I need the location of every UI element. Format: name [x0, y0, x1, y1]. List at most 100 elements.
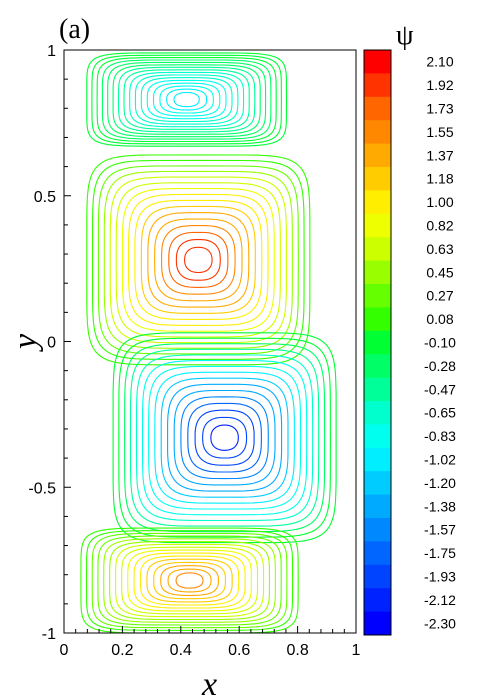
contour-line [118, 337, 331, 538]
contour-line [161, 225, 236, 295]
colorbar-label: -0.10 [424, 335, 456, 351]
colorbar-label: -1.20 [424, 475, 456, 491]
colorbar-swatch [364, 143, 391, 168]
colorbar-label: 1.55 [426, 124, 453, 140]
colorbar-swatch [364, 541, 391, 566]
contour-line [180, 396, 269, 480]
colorbar-frame [363, 49, 392, 636]
colorbar-swatch [364, 564, 391, 589]
contour-line [91, 159, 305, 360]
colorbar-label: 0.27 [426, 288, 453, 304]
contour-line [123, 69, 250, 130]
contour-line [107, 61, 267, 138]
contour-line [101, 59, 272, 140]
contour-line [175, 238, 221, 281]
contour-line [115, 543, 265, 618]
contour-line [167, 568, 212, 593]
x-tick-label: 1 [352, 642, 361, 659]
contour-line [128, 193, 269, 326]
colorbar-swatch [364, 401, 391, 425]
y-tick-label: 0 [47, 335, 56, 352]
colorbar-swatch [364, 588, 391, 613]
contour-line [109, 176, 287, 344]
colorbar: 2.10 1.92 1.73 1.55 1.37 1.18 1.00 0.82 0.63 0.45… [363, 49, 456, 636]
colorbar-label: 2.10 [426, 54, 453, 70]
contour-line [154, 218, 243, 302]
colorbar-swatch [364, 213, 391, 238]
colorbar-label: -1.02 [424, 452, 456, 468]
contour-line [194, 409, 255, 466]
contour-line [80, 527, 299, 634]
colorbar-label: 1.92 [426, 77, 453, 93]
contour-line [175, 572, 204, 589]
colorbar-label: 1.37 [426, 147, 453, 163]
colorbar-label: 1.00 [426, 194, 453, 210]
contour-line [124, 343, 326, 533]
x-tick-label: 0.8 [286, 642, 308, 659]
colorbar-swatch [364, 284, 391, 308]
colorbar-swatch [364, 447, 391, 472]
colorbar-label: -0.28 [424, 358, 456, 374]
colorbar-label: 0.08 [426, 311, 453, 327]
contour-line [96, 57, 277, 143]
colorbar-swatch [364, 471, 391, 496]
contour-line [141, 360, 308, 516]
x-axis-ticks: 0 0.2 0.4 0.6 0.8 1 [60, 626, 361, 659]
contour-line [91, 54, 282, 145]
x-tick-label: 0.2 [111, 642, 133, 659]
contour-line [154, 371, 295, 504]
colorbar-swatch [364, 167, 391, 191]
y-axis-ticks: -1 -0.5 0 0.5 1 [28, 43, 71, 643]
contour-line [173, 389, 276, 486]
contour-line [184, 246, 213, 274]
contour-line [166, 88, 208, 111]
contour-line [146, 558, 233, 603]
colorbar-swatch [364, 377, 391, 402]
contour-line [112, 64, 261, 135]
contour-line [97, 535, 282, 626]
colorbar-swatch [364, 494, 391, 519]
contour-line [117, 66, 256, 133]
panel-label: (a) [59, 14, 90, 45]
y-axis-title: y [7, 333, 44, 352]
colorbar-swatch [364, 518, 391, 542]
contour-line [139, 555, 240, 606]
contour-line [86, 52, 288, 147]
contour-line [133, 552, 246, 609]
contour-line [140, 205, 256, 314]
contour-line [112, 332, 337, 544]
x-tick-label: 0 [60, 642, 69, 659]
colorbar-swatch [364, 73, 391, 98]
contour-line [91, 532, 288, 629]
contour-line [160, 377, 289, 498]
colorbar-label: -1.75 [424, 545, 456, 561]
colorbar-label: -1.93 [424, 569, 456, 585]
contour-line [147, 212, 250, 308]
colorbar-swatch [364, 120, 391, 145]
colorbar-label: -1.38 [424, 498, 456, 514]
contour-line [148, 365, 302, 510]
colorbar-label: 0.63 [426, 241, 453, 257]
contour-line [153, 561, 226, 600]
colorbar-label: 0.82 [426, 218, 453, 234]
contour-line [129, 71, 245, 128]
colorbar-label: 0.45 [426, 264, 453, 280]
colorbar-swatch [364, 354, 391, 379]
colorbar-swatch [364, 96, 391, 121]
contour-line [109, 541, 271, 621]
contour-line [134, 199, 263, 320]
contour-line [159, 85, 214, 114]
y-tick-label: -0.5 [28, 480, 56, 497]
y-tick-label: -1 [42, 626, 56, 643]
contour-line [173, 91, 200, 108]
contour-line [140, 77, 233, 123]
contour-line [85, 530, 294, 631]
contour-line [129, 348, 320, 527]
x-tick-label: 0.4 [170, 642, 192, 659]
colorbar-label: -1.57 [424, 522, 456, 538]
colorbar-swatch [364, 237, 391, 262]
colorbar-swatch [364, 260, 391, 285]
colorbar-label: -0.65 [424, 405, 456, 421]
colorbar-swatch [364, 330, 391, 355]
contour-line [167, 383, 283, 492]
